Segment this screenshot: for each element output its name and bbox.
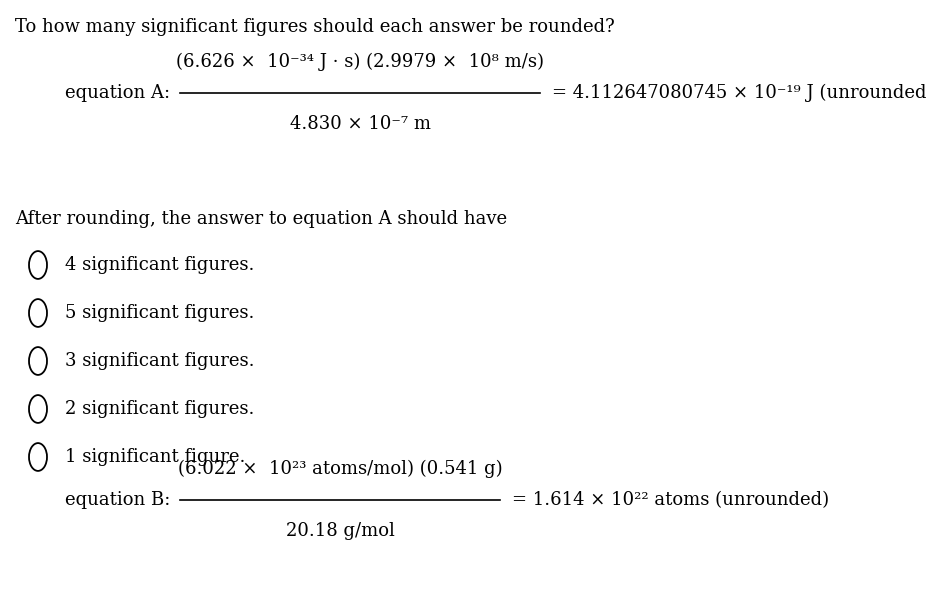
Text: equation B:: equation B: [65,491,170,509]
Text: To how many significant figures should each answer be rounded?: To how many significant figures should e… [15,18,615,36]
Text: After rounding, the answer to equation A should have: After rounding, the answer to equation A… [15,210,507,228]
Text: 3 significant figures.: 3 significant figures. [65,352,255,370]
Text: (6.022 ×  10²³ atoms/mol) (0.541 g): (6.022 × 10²³ atoms/mol) (0.541 g) [178,460,502,478]
Text: 4 significant figures.: 4 significant figures. [65,256,255,274]
Text: 1 significant figure.: 1 significant figure. [65,448,245,466]
Text: 4.830 × 10⁻⁷ m: 4.830 × 10⁻⁷ m [290,115,431,133]
Text: equation A:: equation A: [65,84,170,102]
Text: 2 significant figures.: 2 significant figures. [65,400,255,418]
Text: 20.18 g/mol: 20.18 g/mol [285,522,394,540]
Text: (6.626 ×  10⁻³⁴ J · s) (2.9979 ×  10⁸ m/s): (6.626 × 10⁻³⁴ J · s) (2.9979 × 10⁸ m/s) [176,53,544,71]
Text: = 1.614 × 10²² atoms (unrounded): = 1.614 × 10²² atoms (unrounded) [512,491,829,509]
Text: = 4.112647080745 × 10⁻¹⁹ J (unrounded): = 4.112647080745 × 10⁻¹⁹ J (unrounded) [552,84,926,102]
Text: 5 significant figures.: 5 significant figures. [65,304,255,322]
